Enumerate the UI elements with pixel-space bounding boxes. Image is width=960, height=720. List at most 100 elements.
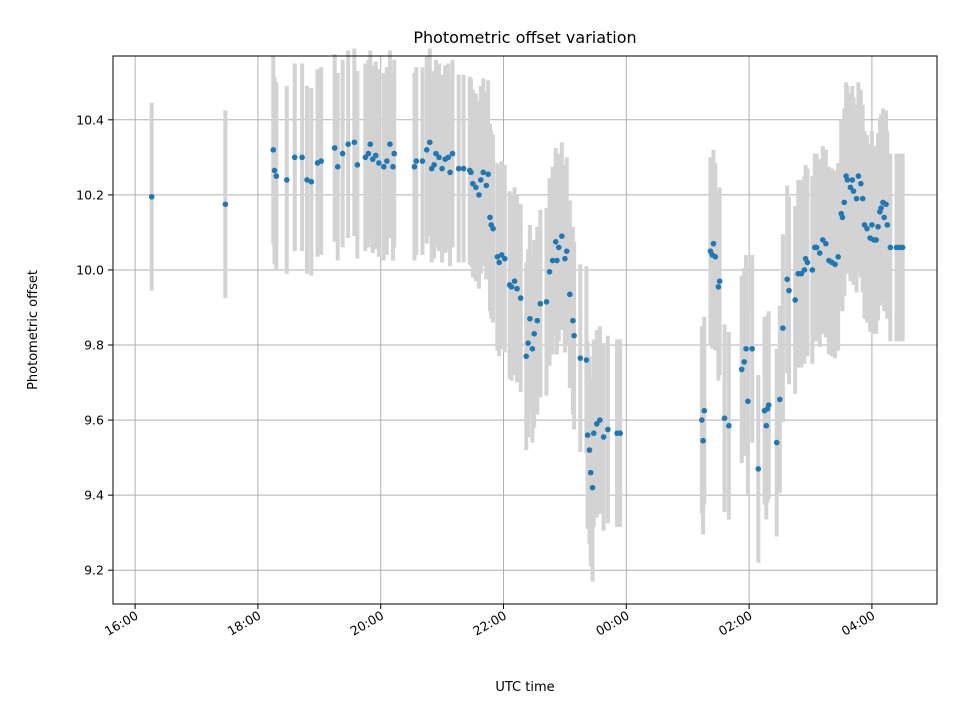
data-point [597, 417, 603, 423]
data-point [801, 267, 808, 273]
data-point [881, 214, 887, 221]
data-point [339, 150, 346, 157]
data-point [498, 252, 505, 258]
data-point [884, 222, 891, 228]
data-point [563, 248, 570, 254]
data-point [589, 484, 596, 491]
data-point [847, 184, 854, 191]
data-point [839, 214, 846, 221]
data-point [819, 237, 826, 243]
data-point [721, 415, 728, 422]
data-point [584, 432, 591, 438]
data-point [501, 255, 508, 262]
data-point [514, 285, 520, 292]
data-point [273, 173, 280, 179]
data-point [334, 163, 341, 170]
data-point [445, 154, 452, 161]
data-point [765, 402, 772, 408]
data-point [376, 160, 382, 166]
data-point [570, 317, 576, 324]
data-point [391, 150, 398, 157]
data-point [858, 180, 864, 187]
data-point [487, 214, 493, 221]
data-point [555, 244, 562, 251]
data-point [786, 287, 792, 294]
y-tick-label: 9.6 [84, 413, 104, 428]
data-point [387, 141, 393, 148]
data-point [439, 165, 445, 172]
data-point [362, 154, 369, 161]
y-tick-label: 9.2 [84, 563, 104, 578]
data-point [777, 396, 783, 403]
data-point [537, 300, 544, 307]
data-points [148, 139, 906, 491]
data-point [813, 244, 820, 251]
data-point [549, 257, 556, 264]
data-point [431, 162, 437, 168]
data-point [283, 177, 290, 183]
data-point [749, 345, 755, 352]
data-point [148, 193, 155, 200]
y-tick-label: 9.8 [84, 338, 104, 353]
data-point [562, 255, 568, 262]
y-tick-label: 9.4 [84, 488, 104, 503]
data-point [523, 353, 530, 360]
data-point [853, 195, 860, 202]
data-point [496, 259, 503, 266]
data-point [308, 178, 315, 185]
data-point [423, 147, 430, 153]
data-point [480, 169, 487, 176]
data-point [710, 240, 717, 247]
data-point [490, 225, 496, 232]
data-point [841, 199, 848, 206]
data-point [517, 295, 524, 301]
y-tick-label: 10.4 [76, 112, 104, 127]
data-point [887, 244, 894, 251]
data-point [883, 201, 889, 208]
data-point [586, 447, 593, 453]
data-point [835, 254, 841, 260]
data-point [372, 152, 379, 159]
data-point [455, 165, 462, 172]
data-point [899, 244, 906, 251]
data-point [809, 267, 816, 273]
y-tick-label: 10.0 [76, 262, 104, 277]
data-point [384, 158, 390, 164]
data-point [552, 238, 559, 245]
data-point [299, 154, 305, 161]
data-point [583, 357, 590, 363]
data-point [850, 188, 857, 194]
data-point [763, 422, 770, 429]
data-point [864, 225, 870, 232]
data-point [755, 466, 762, 472]
data-point [594, 421, 600, 427]
data-point [577, 355, 584, 361]
data-point [433, 150, 439, 157]
data-point [534, 317, 541, 324]
data-point [476, 192, 482, 198]
data-point [460, 165, 467, 172]
data-point [878, 205, 884, 211]
data-point [449, 150, 456, 157]
data-point [546, 269, 553, 275]
data-point [411, 163, 418, 170]
plot-frame [112, 55, 938, 605]
data-point [419, 158, 426, 164]
data-point [600, 434, 607, 440]
data-point [413, 158, 420, 164]
data-point [844, 177, 851, 183]
data-point [832, 261, 838, 268]
y-tick-label: 10.2 [76, 187, 104, 202]
data-point [792, 297, 798, 303]
data-point [427, 139, 433, 146]
data-point [367, 141, 374, 148]
data-point [875, 223, 881, 230]
data-point [559, 233, 565, 239]
data-point [345, 141, 351, 148]
data-point [468, 169, 474, 176]
data-point [780, 325, 786, 331]
data-point [354, 162, 361, 168]
data-point [784, 276, 790, 283]
data-point [318, 158, 324, 164]
